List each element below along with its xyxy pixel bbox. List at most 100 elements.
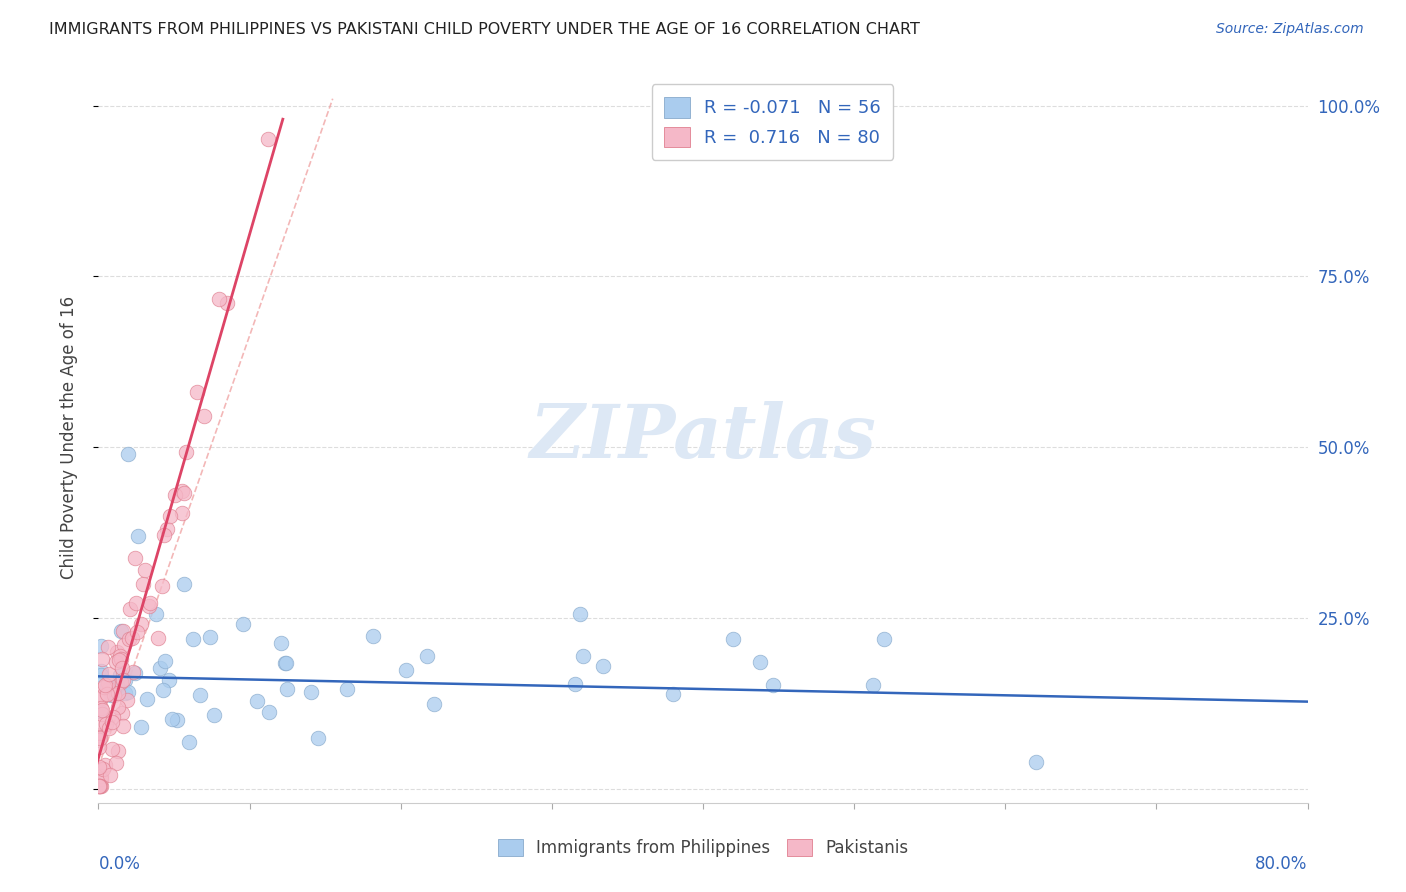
Point: [336, 682, 359, 697]
Point: [101, 715, 124, 730]
Point: [98, 680, 121, 694]
Point: [112, 638, 135, 652]
Point: [274, 656, 297, 670]
Point: [112, 673, 135, 688]
Point: [110, 675, 132, 690]
Point: [232, 617, 254, 632]
Point: [215, 295, 238, 310]
Point: [114, 673, 136, 687]
Point: [146, 631, 169, 645]
Point: [107, 700, 129, 714]
Point: [131, 720, 153, 734]
Point: [114, 686, 136, 700]
Point: [273, 656, 295, 670]
Point: [96, 679, 118, 693]
Point: [188, 688, 211, 702]
Point: [89, 779, 111, 793]
Point: [105, 655, 128, 669]
Point: [361, 629, 384, 643]
Point: [136, 692, 159, 706]
Point: [423, 697, 446, 711]
Point: [91, 703, 114, 717]
Point: [90, 701, 112, 715]
Point: [749, 656, 772, 670]
Point: [159, 508, 181, 523]
Point: [89, 730, 111, 744]
Point: [152, 682, 174, 697]
Point: [124, 551, 146, 566]
Point: [121, 665, 143, 680]
Point: [94, 716, 117, 731]
Point: [89, 733, 111, 747]
Point: [172, 506, 194, 520]
Point: [96, 688, 118, 702]
Point: [153, 528, 176, 542]
Point: [94, 757, 117, 772]
Point: [134, 563, 156, 577]
Point: [299, 685, 322, 699]
Point: [193, 409, 215, 424]
Point: [179, 735, 201, 749]
Point: [90, 772, 112, 787]
Point: [105, 679, 128, 693]
Point: [98, 667, 121, 681]
Point: [157, 673, 180, 687]
Point: [110, 651, 132, 665]
Point: [89, 760, 111, 774]
Point: [129, 616, 152, 631]
Y-axis label: Child Poverty Under the Age of 16: Child Poverty Under the Age of 16: [59, 295, 77, 579]
Point: [145, 607, 167, 621]
Point: [862, 678, 884, 692]
Point: [103, 688, 125, 702]
Point: [276, 682, 298, 697]
Point: [98, 768, 121, 782]
Point: [395, 664, 418, 678]
Point: [108, 653, 131, 667]
Point: [110, 624, 132, 638]
Point: [198, 630, 221, 644]
Point: [89, 731, 111, 745]
Point: [89, 779, 111, 793]
Point: [416, 648, 439, 663]
Point: [149, 661, 172, 675]
Point: [107, 686, 129, 700]
Point: [118, 602, 141, 616]
Point: [112, 718, 135, 732]
Point: [762, 678, 785, 692]
Point: [661, 687, 683, 701]
Point: [124, 665, 146, 680]
Point: [127, 529, 149, 543]
Point: [202, 708, 225, 723]
Point: [90, 769, 112, 783]
Point: [186, 384, 208, 399]
Point: [97, 640, 120, 655]
Point: [163, 488, 186, 502]
Point: [91, 689, 114, 703]
Point: [117, 447, 139, 461]
Point: [246, 694, 269, 708]
Point: [90, 652, 112, 666]
Point: [118, 632, 141, 646]
Point: [572, 649, 595, 664]
Point: [89, 779, 111, 793]
Point: [110, 668, 132, 682]
Point: [127, 624, 149, 639]
Point: [101, 709, 124, 723]
Point: [569, 607, 592, 621]
Point: [90, 665, 112, 679]
Legend: Immigrants from Philippines, Pakistanis: Immigrants from Philippines, Pakistanis: [491, 832, 915, 864]
Point: [176, 445, 198, 459]
Point: [181, 632, 204, 646]
Point: [111, 624, 134, 638]
Point: [100, 741, 122, 756]
Point: [108, 648, 131, 663]
Point: [166, 713, 188, 727]
Point: [155, 654, 177, 668]
Point: [91, 762, 114, 776]
Point: [90, 668, 112, 682]
Point: [91, 707, 114, 722]
Point: [564, 676, 586, 690]
Point: [90, 779, 112, 793]
Point: [105, 645, 128, 659]
Point: [208, 292, 231, 306]
